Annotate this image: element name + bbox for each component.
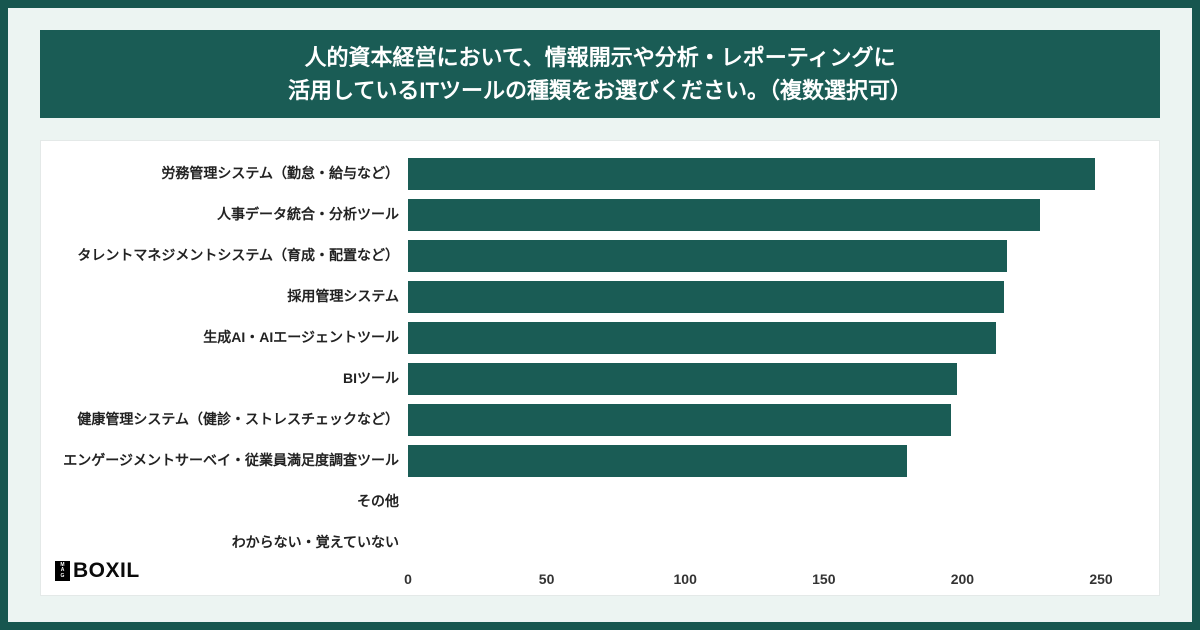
category-label: その他	[357, 493, 399, 510]
chart-card: 労務管理システム（勤怠・給与など） 人事データ統合・分析ツールタレントマネジメント…	[40, 140, 1160, 596]
bar	[408, 403, 952, 436]
chart-row: 健康管理システム（健診・ストレスチェックなど）	[41, 399, 1159, 440]
category-label: 生成AI・AIエージェントツール	[203, 329, 399, 346]
bar	[408, 321, 996, 354]
category-label: わからない・覚えていない	[231, 534, 399, 551]
x-tick-label: 100	[673, 571, 697, 587]
category-label: タレントマネジメントシステム（育成・配置など）	[77, 247, 399, 264]
bar-area	[408, 403, 1101, 436]
category-label: 労務管理システム（勤怠・給与など）	[161, 165, 399, 182]
chart-row: わからない・覚えていない	[41, 522, 1159, 563]
boxil-mag-letter: G	[60, 572, 65, 579]
bar-area	[408, 486, 1101, 518]
chart-row: その他	[41, 481, 1159, 522]
bar	[408, 362, 957, 395]
bar-area	[408, 157, 1101, 190]
x-tick-label: 200	[950, 571, 975, 587]
chart-row: エンゲージメントサーベイ・従業員満足度調査ツール	[41, 440, 1159, 481]
bar-area	[408, 198, 1101, 231]
bar	[408, 157, 1096, 190]
bar-area	[408, 362, 1101, 395]
bar	[408, 239, 1007, 272]
bar-area	[408, 444, 1101, 477]
bar-area	[408, 239, 1101, 272]
bar	[408, 444, 907, 477]
category-label: 人事データ統合・分析ツール	[217, 206, 399, 223]
chart-row: 採用管理システム	[41, 276, 1159, 317]
bar-area	[408, 280, 1101, 313]
question-banner: 人的資本経営において、情報開示や分析・レポーティングに 活用しているITツールの…	[40, 30, 1160, 118]
bar-area	[408, 527, 1101, 559]
question-line-1: 人的資本経営において、情報開示や分析・レポーティングに	[304, 45, 896, 70]
chart-row: 生成AI・AIエージェントツール	[41, 317, 1159, 358]
chart-row: 労務管理システム（勤怠・給与など）	[41, 153, 1159, 194]
category-label: BIツール	[343, 370, 399, 387]
x-tick-label: 250	[1089, 571, 1113, 587]
question-line-2: 活用しているITツールの種類をお選びください。（複数選択可）	[288, 78, 912, 103]
x-axis: 0 50 100 150 200 250	[404, 565, 1113, 597]
x-tick-label: 0	[404, 571, 412, 587]
boxil-logo-text: BOXIL	[73, 559, 140, 582]
category-label: 健康管理システム（健診・ストレスチェックなど）	[77, 411, 399, 428]
x-tick-label: 150	[812, 571, 836, 587]
boxil-mag-letter: M	[60, 561, 65, 568]
page-background: 人的資本経営において、情報開示や分析・レポーティングに 活用しているITツールの…	[8, 8, 1192, 622]
category-label: エンゲージメントサーベイ・従業員満足度調査ツール	[63, 452, 399, 469]
chart-row: 人事データ統合・分析ツール	[41, 194, 1159, 235]
bar	[408, 280, 1004, 313]
chart-row: タレントマネジメントシステム（育成・配置など）	[41, 235, 1159, 276]
category-label: 採用管理システム	[287, 288, 399, 305]
chart-row: BIツール	[41, 358, 1159, 399]
bar-area	[408, 321, 1101, 354]
bar	[408, 198, 1041, 231]
boxil-mag-letter: A	[60, 567, 65, 574]
x-tick-label: 50	[538, 571, 555, 587]
bar-chart: 労務管理システム（勤怠・給与など） 人事データ統合・分析ツールタレントマネジメント…	[41, 153, 1159, 563]
